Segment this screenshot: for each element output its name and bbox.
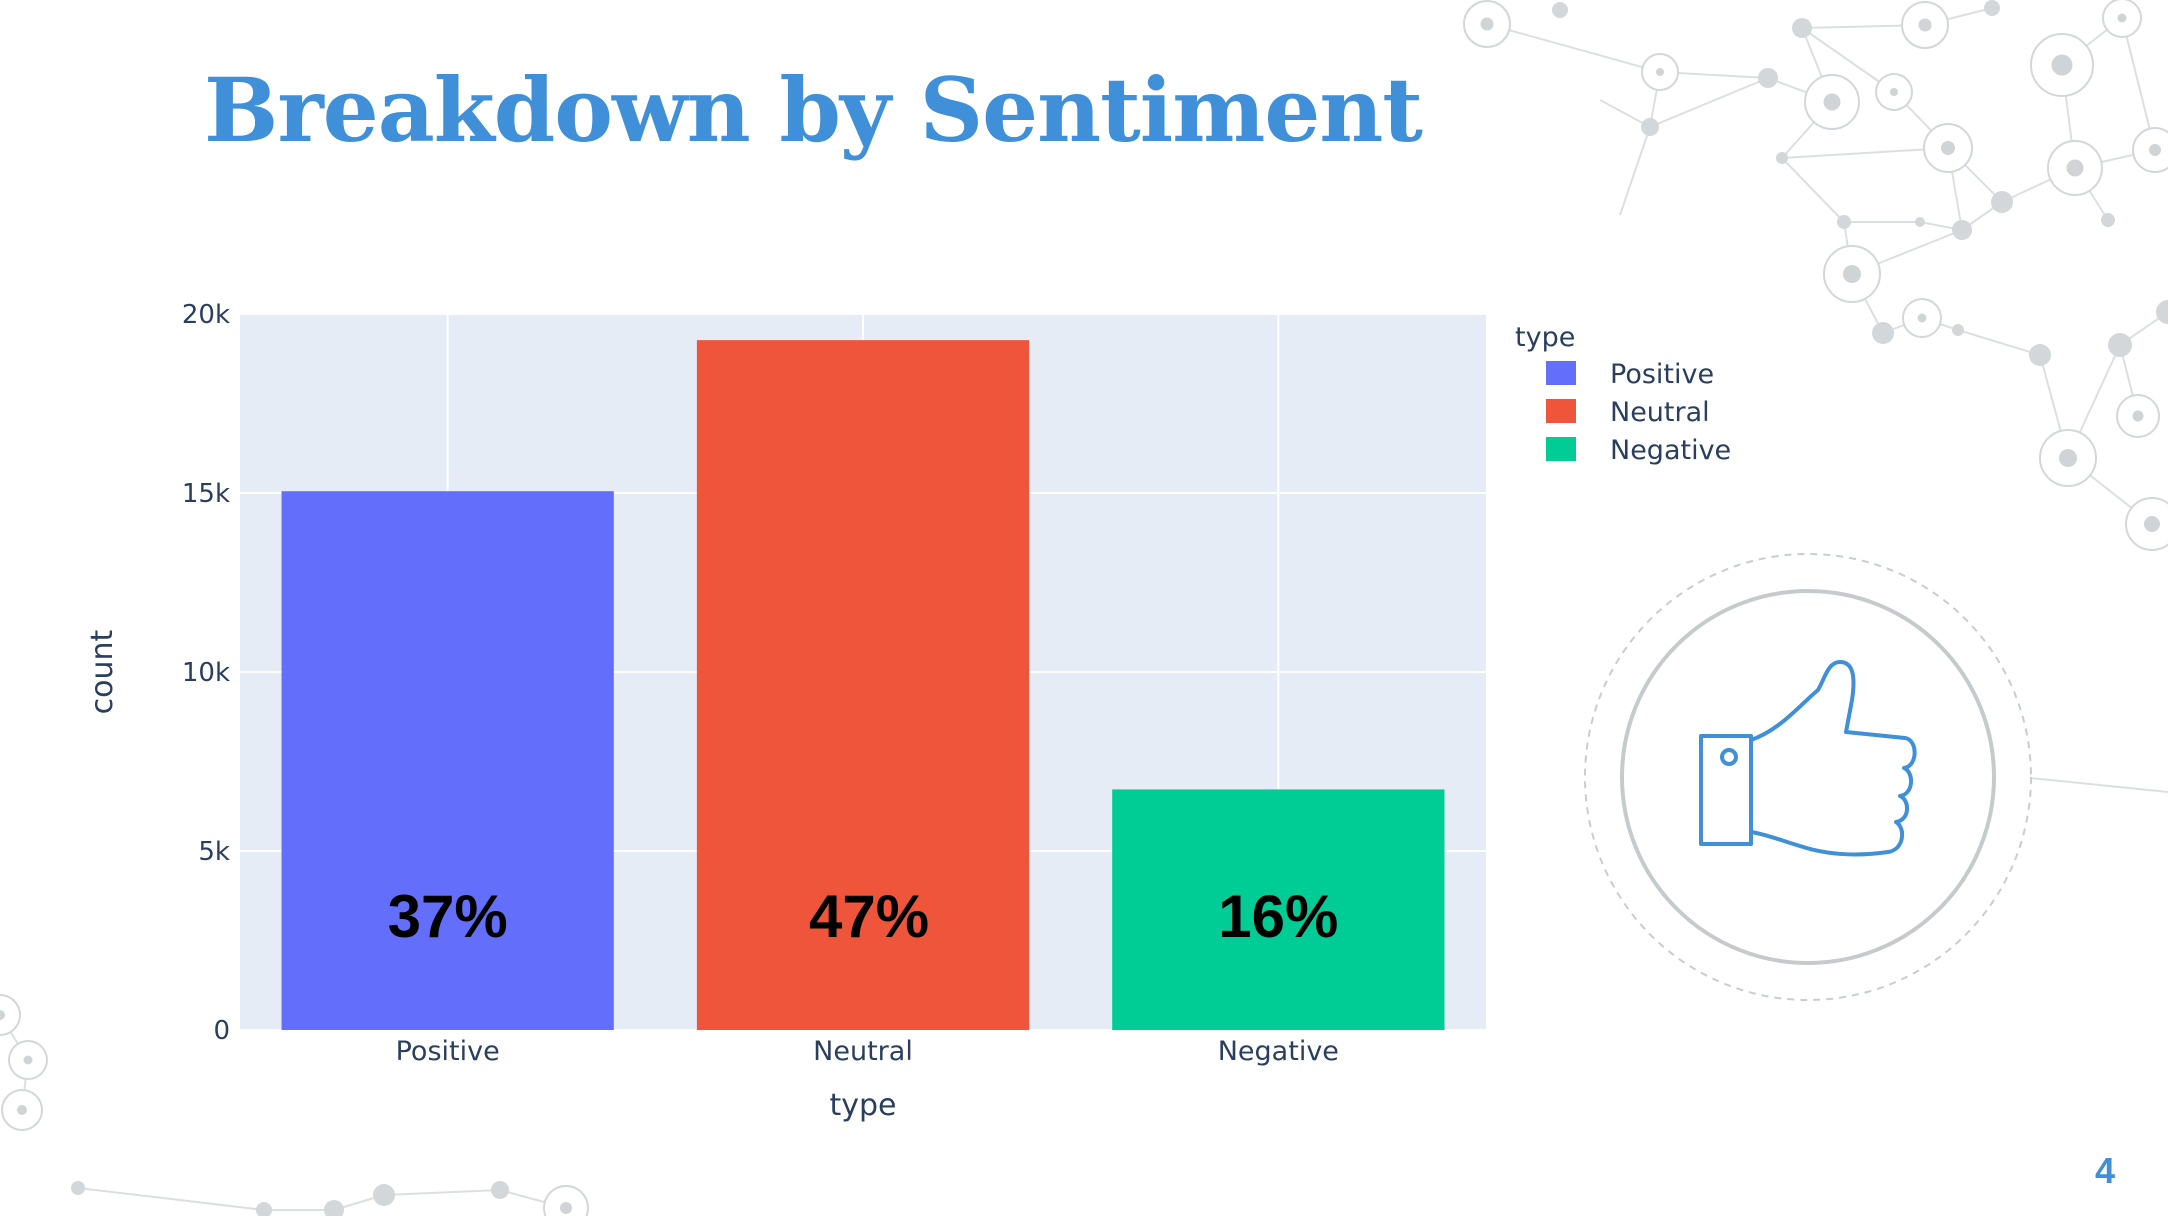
network-node [2108,333,2132,357]
network-edge [77,1187,265,1211]
network-node [560,1202,572,1214]
network-node [2144,516,2160,532]
network-node [1952,324,1964,336]
network-node [1823,93,1841,111]
x-tick-label: Negative [1218,1036,1339,1067]
network-node [1776,152,1788,164]
network-node [1758,68,1778,88]
network-node [2059,449,2077,467]
network-node [2101,213,2115,227]
network-node [1952,220,1972,240]
network-node [1941,141,1955,155]
network-node [2156,300,2168,324]
network-node [256,1202,272,1216]
y-tick-label: 10k [182,658,230,688]
legend-entry-positive: Positive [1610,359,1714,390]
network-node [17,1105,27,1115]
network-node-ring [0,994,21,1036]
legend-swatch [1546,437,1576,461]
x-axis-title: type [829,1088,896,1123]
network-node [1792,18,1812,38]
slide-title: Breakdown by Sentiment [204,58,1423,162]
y-axis-title: count [85,629,120,714]
network-node [1918,18,1932,32]
network-node [1843,265,1861,283]
network-edge [1781,147,1949,159]
network-node [324,1200,344,1216]
y-tick-label: 15k [182,479,230,509]
network-node [1991,191,2013,213]
network-node [1552,2,1568,18]
badge-inner-ring [1620,589,1996,965]
network-node [1890,88,1898,96]
bar-positive [281,491,614,1031]
network-node [2066,159,2084,177]
network-edge [1781,157,1845,223]
network-node-ring [543,1185,589,1216]
bar-negative [1112,789,1445,1030]
network-edge [2030,777,2168,793]
page-number: 4 [2094,1150,2116,1191]
legend-swatch [1546,399,1576,423]
network-edge [1599,99,1651,128]
legend-entry-negative: Negative [1610,435,1731,466]
network-edge [1649,77,1769,128]
network-node [373,1184,395,1206]
badge-outer-ring [1584,553,2032,1001]
network-node [1872,322,1894,344]
network-node [1641,118,1659,136]
legend-entry-neutral: Neutral [1610,397,1710,428]
thumbs-up-icon [1699,660,1917,857]
network-node [491,1181,509,1199]
network-node [2117,13,2127,23]
network-node [2149,144,2161,156]
network-node [1656,68,1664,76]
bar-percent-label: 16% [1218,883,1338,950]
network-node [0,1010,5,1020]
network-node [1984,0,2000,16]
network-node [71,1181,85,1195]
network-node [1917,313,1927,323]
network-edge [383,1189,501,1196]
network-node [2051,54,2073,76]
network-edge [1486,23,1661,73]
y-tick-label: 5k [198,837,230,867]
y-tick-label: 0 [213,1016,230,1046]
bar-neutral [696,340,1030,1030]
x-tick-label: Positive [396,1036,500,1067]
y-tick-label: 20k [182,300,230,330]
legend-title: type [1515,322,1575,353]
network-node [1837,215,1851,229]
network-node [1480,17,1494,31]
network-node [2132,410,2144,422]
bar-percent-label: 37% [388,883,508,950]
network-node [2029,344,2051,366]
bar-percent-label: 47% [809,883,929,950]
network-node [1915,217,1925,227]
network-edge [1619,126,1651,216]
network-node [23,1055,33,1065]
legend-swatch [1546,361,1576,385]
network-edge [1957,329,2041,356]
x-tick-label: Neutral [813,1036,913,1067]
